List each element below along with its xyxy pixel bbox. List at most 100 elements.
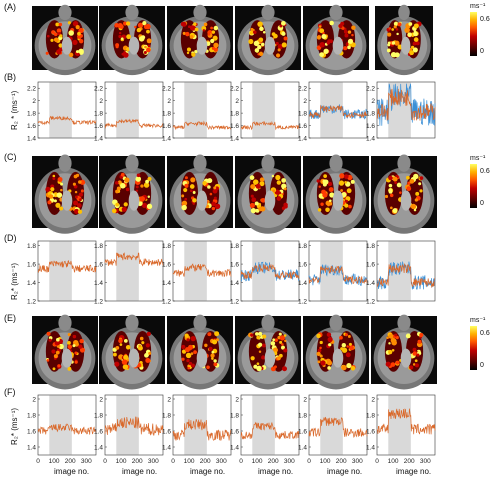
signal-trace xyxy=(240,421,300,440)
ventilation-spot xyxy=(186,47,191,52)
y-tick-label: 1.6 xyxy=(94,123,103,130)
ventilation-spot xyxy=(125,21,131,26)
ventilation-spot xyxy=(186,338,190,342)
ventilation-spot xyxy=(339,335,343,340)
ventilation-spot xyxy=(189,184,195,189)
ventilation-spot xyxy=(114,361,120,367)
neck-shape xyxy=(193,4,207,21)
ventilation-spot xyxy=(257,342,263,347)
ventilation-spot xyxy=(259,181,265,187)
xlabel-3: image no. xyxy=(190,467,226,476)
heart-shape xyxy=(128,348,140,368)
ventilation-spot xyxy=(415,41,420,46)
ventilation-spot xyxy=(122,364,129,370)
ventilation-spot xyxy=(118,338,123,344)
ventilation-spot xyxy=(126,34,132,40)
ventilation-spot xyxy=(414,359,418,363)
ventilation-spot xyxy=(59,206,64,211)
y-tick-label: 1.6 xyxy=(366,429,375,436)
shaded-interval xyxy=(320,395,343,455)
neck-shape xyxy=(329,4,343,21)
ventilation-spot xyxy=(388,333,394,339)
ventilation-spot xyxy=(419,189,423,193)
ventilation-spot xyxy=(135,185,139,189)
y-tick-label: 1.2 xyxy=(162,299,171,306)
ventilation-spot xyxy=(419,332,424,338)
ventilation-spot xyxy=(212,35,218,41)
ventilation-spot xyxy=(396,32,399,36)
y-tick-label: 1.8 xyxy=(162,243,171,250)
ventilation-spot xyxy=(145,179,149,184)
signal-trace xyxy=(240,264,300,280)
ventilation-spot xyxy=(341,364,347,371)
ventilation-spot xyxy=(138,344,142,348)
ventilation-spot xyxy=(72,21,79,27)
ventilation-spot xyxy=(190,352,194,355)
ventilation-spot xyxy=(261,343,266,348)
y-tick-label: 1.6 xyxy=(230,429,239,436)
ventilation-spot xyxy=(405,333,411,339)
ventilation-spot xyxy=(251,197,257,203)
ventilation-spot xyxy=(188,361,193,366)
ventilation-spot xyxy=(212,339,218,345)
y-tick-label: 2 xyxy=(303,98,307,105)
heart-shape xyxy=(332,36,344,55)
signal-trace xyxy=(104,118,164,129)
ventilation-spot xyxy=(351,25,356,30)
heart-shape xyxy=(264,36,276,55)
y-tick-label: 2 xyxy=(167,98,171,105)
ventilation-spot xyxy=(260,197,266,203)
xlabel-2: image no. xyxy=(122,467,158,476)
ventilation-spot xyxy=(319,340,323,345)
ventilation-spot xyxy=(73,200,79,206)
ventilation-spot xyxy=(136,173,141,178)
panel-label-f: (F) xyxy=(4,387,16,397)
y-tick-label: 1.6 xyxy=(27,262,36,269)
ventilation-spot xyxy=(209,192,213,196)
ventilation-spot xyxy=(320,355,323,358)
ventilation-spot xyxy=(79,347,85,353)
y-tick-label: 1.6 xyxy=(298,123,307,130)
ventilation-spot xyxy=(191,52,196,57)
panel-label-a: (A) xyxy=(4,2,16,12)
lung-region xyxy=(248,330,267,372)
ventilation-spot xyxy=(214,203,221,210)
panel-label-b: (B) xyxy=(4,72,16,82)
ventilation-spot xyxy=(390,206,393,210)
ventilation-spot xyxy=(45,186,51,193)
ventilation-spot xyxy=(413,31,418,37)
ventilation-spot xyxy=(388,342,391,345)
y-tick-label: 2 xyxy=(235,397,239,404)
ventilation-spot xyxy=(184,176,188,180)
ventilation-spot xyxy=(348,342,352,346)
ventilation-spot xyxy=(413,37,419,42)
ventilation-spot xyxy=(125,344,131,350)
ventilation-spot xyxy=(48,338,52,342)
colorbar-c: ms⁻¹ 0.6 0 xyxy=(470,155,498,212)
ventilation-spot xyxy=(183,187,188,193)
ventilation-spot xyxy=(250,208,256,214)
x-tick-label: 300 xyxy=(352,458,363,465)
ventilation-spot xyxy=(57,177,63,182)
ventilation-spot xyxy=(60,182,64,186)
ventilation-spot xyxy=(72,334,77,339)
ventilation-spot xyxy=(340,189,343,192)
ventilation-spot xyxy=(115,202,120,207)
y-tick-label: 1.8 xyxy=(366,413,375,420)
ventilation-spot xyxy=(210,38,215,44)
y-tick-label: 1.8 xyxy=(162,413,171,420)
x-tick-label: 200 xyxy=(404,458,415,465)
lung-region xyxy=(384,171,403,216)
ventilation-spot xyxy=(211,206,216,211)
ventilation-spot xyxy=(211,30,216,34)
ventilation-spot xyxy=(56,28,62,34)
ventilation-spot xyxy=(249,30,254,35)
ventilation-spot xyxy=(189,189,193,193)
ventilation-spot xyxy=(211,201,216,207)
ventilation-spot xyxy=(277,44,283,50)
ventilation-spot xyxy=(327,181,333,187)
ventilation-spot xyxy=(412,347,417,352)
heart-shape xyxy=(400,348,412,368)
y-tick-label: 1.4 xyxy=(230,445,239,452)
x-tick-label: 200 xyxy=(336,458,347,465)
